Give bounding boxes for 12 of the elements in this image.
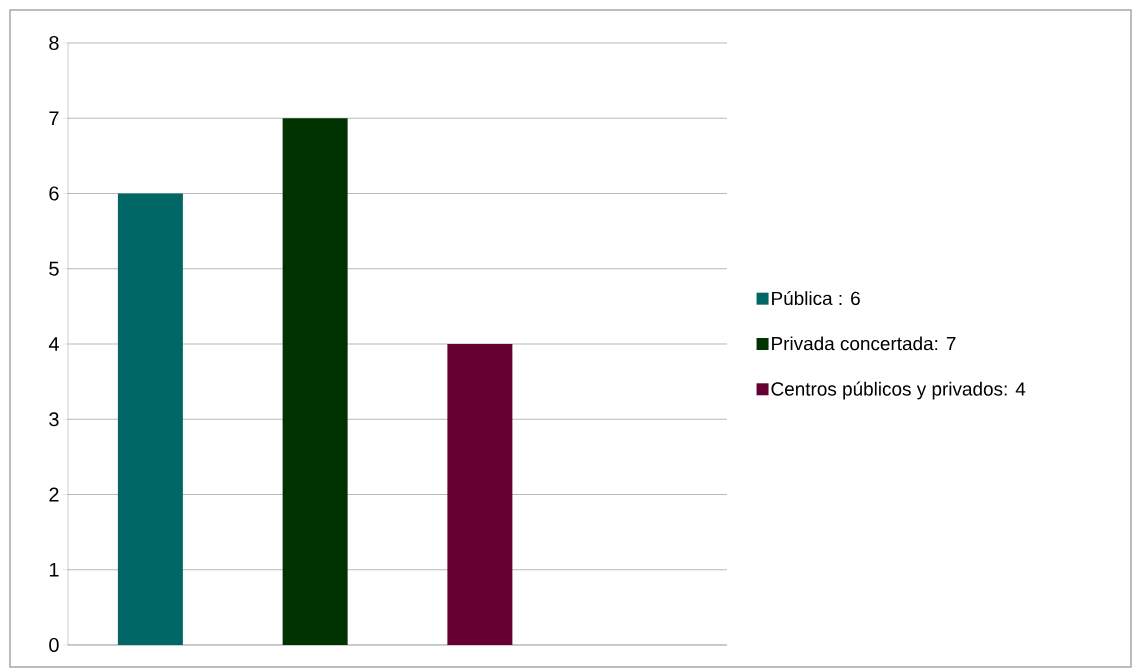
- y-tick-label: 4: [48, 337, 59, 351]
- y-tick-label: 0: [49, 637, 59, 653]
- y-tick-label: 8: [49, 35, 59, 51]
- legend-label: Pública : 6: [772, 290, 860, 306]
- legend-label: Centros públicos y privados: 4: [771, 381, 1026, 400]
- y-tick-label: 7: [49, 111, 59, 126]
- y-tick-label: 2: [49, 487, 59, 502]
- y-tick-label: 1: [49, 562, 59, 577]
- y-tick-label: 6: [49, 186, 59, 201]
- legend-label: Privada concertada: 7: [772, 336, 956, 351]
- y-tick-label: 5: [49, 261, 59, 276]
- y-tick-label: 3: [49, 412, 59, 427]
